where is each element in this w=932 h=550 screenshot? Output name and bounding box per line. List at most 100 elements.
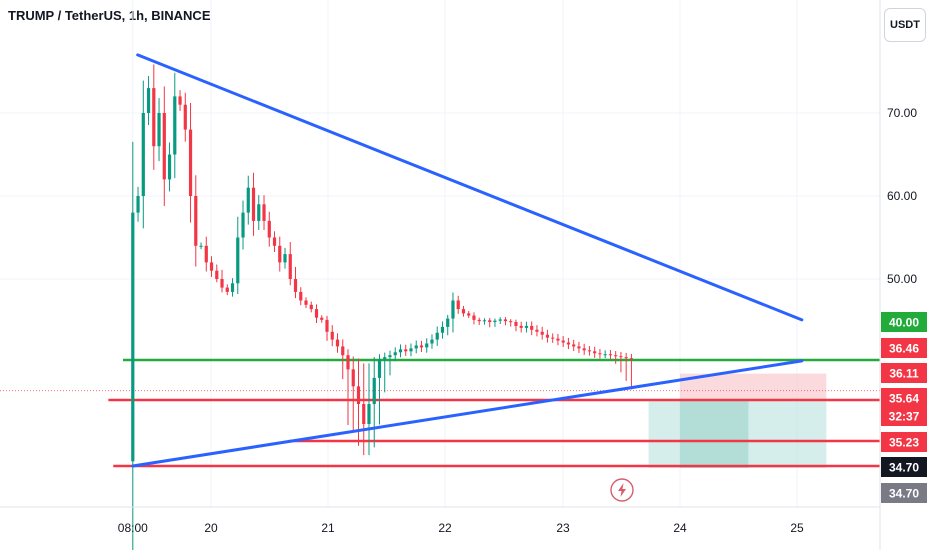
candle-body	[314, 309, 319, 318]
candle-body	[472, 315, 476, 320]
candle-body	[414, 345, 418, 349]
price-label: 40.00	[889, 316, 919, 330]
x-tick-label: 24	[673, 521, 687, 535]
candle-body	[603, 354, 607, 356]
candle-body	[482, 320, 487, 322]
candle-body	[241, 212, 245, 238]
candle-body	[582, 348, 586, 351]
candle-body	[535, 329, 539, 332]
price-label-bg	[881, 388, 927, 408]
price-label-bg	[881, 338, 927, 358]
price-label-bg	[881, 483, 927, 503]
price-label: 35.64	[889, 392, 919, 406]
candle-body	[624, 357, 628, 359]
x-tick-label: 25	[790, 521, 804, 535]
candle-body	[257, 204, 261, 221]
candles	[131, 64, 634, 550]
candle-body	[409, 348, 413, 352]
candle-body	[209, 262, 214, 271]
candle-body	[608, 354, 613, 356]
candle-body	[587, 350, 592, 352]
candle-body	[351, 369, 355, 387]
candle-body	[173, 96, 177, 155]
y-tick-label: 50.00	[887, 272, 917, 286]
candle-body	[509, 321, 513, 323]
candle-body	[493, 320, 497, 322]
candle-body	[488, 320, 492, 322]
candle-body	[435, 332, 439, 340]
candle-body	[220, 279, 224, 288]
stop-zone	[680, 373, 827, 400]
candle-body	[577, 346, 581, 349]
candle-body	[477, 319, 481, 322]
candle-body	[367, 404, 371, 424]
candle-body	[456, 300, 460, 310]
candle-body	[136, 196, 140, 213]
position-zones	[648, 373, 827, 468]
candle-body	[288, 254, 292, 279]
candle-body	[467, 313, 471, 316]
candle-body	[131, 212, 135, 462]
candle-body	[204, 245, 208, 263]
candle-body	[215, 270, 219, 279]
price-label-bg	[881, 457, 927, 477]
candle-body	[629, 358, 634, 360]
candle-body	[540, 331, 544, 335]
price-label-bg	[881, 406, 927, 426]
price-label: 36.46	[889, 342, 919, 356]
candle-body	[614, 355, 618, 357]
candle-body	[446, 318, 450, 327]
candle-body	[503, 319, 508, 322]
candle-body	[188, 129, 193, 196]
candle-body	[293, 279, 298, 292]
price-label: 35.23	[889, 436, 919, 450]
candle-body	[146, 88, 151, 113]
candle-body	[325, 319, 329, 332]
candle-body	[566, 342, 571, 345]
target-zone-filled	[680, 400, 749, 468]
candle-body	[141, 113, 145, 196]
candle-body	[178, 96, 182, 105]
candle-body	[272, 237, 277, 246]
price-label-bg	[881, 432, 927, 452]
candle-body	[199, 245, 203, 247]
price-labels: 40.00 36.46 36.11 35.64 32:37 35.23 34.70 34.70	[881, 312, 927, 503]
candle-body	[545, 334, 550, 338]
candle-body	[430, 339, 434, 344]
x-axis[interactable]: 08:00 20 21 22 23 24 25	[118, 521, 804, 535]
candle-body	[346, 355, 350, 370]
candle-body	[246, 187, 250, 213]
candle-body	[530, 325, 534, 330]
candle-body	[419, 345, 424, 348]
candle-body	[498, 319, 502, 321]
currency-button[interactable]: USDT	[884, 8, 926, 42]
candle-body	[524, 325, 529, 328]
candle-body	[267, 220, 271, 238]
candle-body	[356, 386, 361, 404]
price-label: 32:37	[889, 410, 920, 424]
candle-body	[309, 304, 313, 310]
candle-body	[162, 113, 166, 180]
candle-body	[330, 331, 334, 340]
trendlines	[131, 53, 804, 468]
candle-body	[598, 353, 602, 355]
candle-body	[514, 322, 518, 326]
x-tick-label: 21	[321, 521, 335, 535]
candle-body	[593, 351, 597, 354]
y-axis[interactable]: 70.00 60.00 50.00	[887, 106, 917, 286]
candle-body	[440, 326, 445, 333]
x-tick-label: 22	[438, 521, 452, 535]
candle-body	[236, 237, 240, 284]
y-tick-label: 60.00	[887, 189, 917, 203]
trendline-1	[136, 53, 804, 322]
candle-body	[183, 104, 187, 130]
candle-body	[425, 343, 429, 348]
candle-body	[398, 349, 403, 353]
lightning-icon[interactable]	[610, 478, 634, 502]
candle-body	[157, 113, 161, 147]
candle-body	[451, 300, 455, 319]
candle-body	[251, 187, 256, 221]
candle-body	[262, 204, 266, 221]
